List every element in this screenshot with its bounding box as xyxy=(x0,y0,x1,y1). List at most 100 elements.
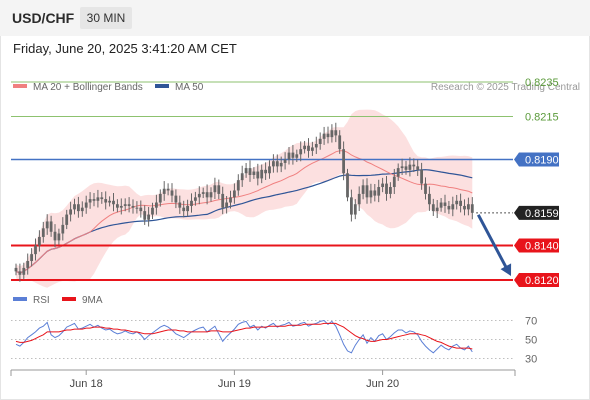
symbol-title: USD/CHF xyxy=(12,10,75,26)
candle-body xyxy=(439,202,443,208)
timestamp: Friday, June 20, 2025 3:41:20 AM CET xyxy=(13,41,237,56)
candle-body xyxy=(166,188,170,191)
candle-body xyxy=(365,185,369,198)
level-label-target-1: 0.8215 xyxy=(525,111,559,123)
candle-body xyxy=(80,207,84,212)
level-label-pivot-2: 0.8190 xyxy=(525,154,559,166)
candle-body xyxy=(186,205,189,212)
candle-body xyxy=(361,185,365,194)
candle-body xyxy=(233,190,236,198)
candle-body xyxy=(240,173,244,181)
candle-body xyxy=(217,185,221,194)
candle-body xyxy=(447,205,451,210)
candle-body xyxy=(350,197,353,215)
candle-body xyxy=(147,214,150,220)
candle-body xyxy=(299,149,303,155)
candle-body xyxy=(373,190,377,196)
candle-body xyxy=(14,267,18,272)
candle-body xyxy=(381,183,384,188)
candle-body xyxy=(84,202,88,208)
candle-body xyxy=(34,245,37,255)
candle-body xyxy=(385,183,388,194)
candle-body xyxy=(311,147,314,151)
candle-body xyxy=(38,236,41,246)
candle-body xyxy=(182,207,186,212)
forecast-arrow-shaft xyxy=(476,214,510,272)
bollinger-band-fill xyxy=(16,109,473,288)
candle-body xyxy=(455,200,459,205)
candle-body xyxy=(314,144,318,148)
candle-body xyxy=(291,152,295,158)
candle-body xyxy=(260,169,264,179)
header-bar: USD/CHF 30 MIN xyxy=(0,0,590,36)
candlesticks xyxy=(14,122,474,282)
candle-body xyxy=(420,169,423,184)
candle-body xyxy=(353,204,357,215)
x-tick-label: Jun 19 xyxy=(218,378,251,390)
candle-body xyxy=(330,130,334,138)
ma20-legend-label: MA 20 + Bollinger Bands xyxy=(33,82,143,93)
level-label-support-5: 0.8120 xyxy=(525,275,559,287)
candle-body xyxy=(459,200,462,206)
candle-body xyxy=(236,180,240,191)
candle-body xyxy=(392,176,396,188)
candle-body xyxy=(88,199,92,203)
candle-body xyxy=(158,193,162,203)
candle-body xyxy=(389,187,392,194)
candle-body xyxy=(443,202,447,206)
candle-body xyxy=(357,193,361,205)
candle-body xyxy=(57,233,61,241)
candle-body xyxy=(225,202,228,208)
candle-body xyxy=(400,166,404,169)
candle-body xyxy=(127,204,131,206)
candle-body xyxy=(346,173,349,198)
x-tick-label: Jun 20 xyxy=(366,378,399,390)
candle-body xyxy=(268,166,271,174)
candle-body xyxy=(116,204,119,208)
candle-body xyxy=(213,185,217,193)
candle-body xyxy=(275,161,279,167)
candle-body xyxy=(404,166,408,170)
candle-body xyxy=(100,197,104,200)
candle-body xyxy=(131,205,135,208)
x-axis: Jun 18 Jun 19 Jun 20 xyxy=(10,369,516,390)
ma20-legend-swatch xyxy=(13,84,27,88)
candle-body xyxy=(26,261,30,268)
timeframe-badge[interactable]: 30 MIN xyxy=(80,7,132,29)
candle-body xyxy=(377,187,381,196)
ninema-legend-label: 9MA xyxy=(82,295,103,306)
level-label-support-4: 0.8140 xyxy=(525,241,559,253)
price-levels: 0.8235 0.8215 0.8190 0.8159 0.8140 0.8120 xyxy=(11,77,559,287)
candle-body xyxy=(318,138,322,144)
candle-body xyxy=(108,200,111,203)
candle-body xyxy=(244,168,248,174)
candle-body xyxy=(248,168,252,175)
rsi-series-1 xyxy=(15,322,473,350)
candle-body xyxy=(123,204,127,206)
candle-body xyxy=(45,221,49,229)
candle-body xyxy=(201,192,205,194)
candle-body xyxy=(431,204,435,212)
candle-body xyxy=(77,204,80,212)
candle-body xyxy=(412,164,416,167)
candle-body xyxy=(69,209,72,215)
candle-body xyxy=(92,199,96,201)
candle-body xyxy=(119,205,123,208)
level-tag-support-4 xyxy=(514,238,559,253)
candle-body xyxy=(96,197,100,201)
bollinger-bands xyxy=(16,109,473,288)
ma20-path xyxy=(15,150,473,274)
candle-body xyxy=(470,204,474,213)
candle-body xyxy=(256,171,260,179)
candle-body xyxy=(252,171,256,175)
ma50-path xyxy=(15,169,473,274)
x-tick-label: Jun 18 xyxy=(70,378,103,390)
candle-body xyxy=(338,135,342,150)
rsi-series-0 xyxy=(15,319,473,354)
ma50-legend-label: MA 50 xyxy=(175,82,204,93)
candle-body xyxy=(435,207,439,212)
ninema-legend-swatch xyxy=(62,297,76,301)
candle-body xyxy=(61,224,65,234)
ma20-line xyxy=(15,150,473,274)
candle-body xyxy=(162,188,166,194)
